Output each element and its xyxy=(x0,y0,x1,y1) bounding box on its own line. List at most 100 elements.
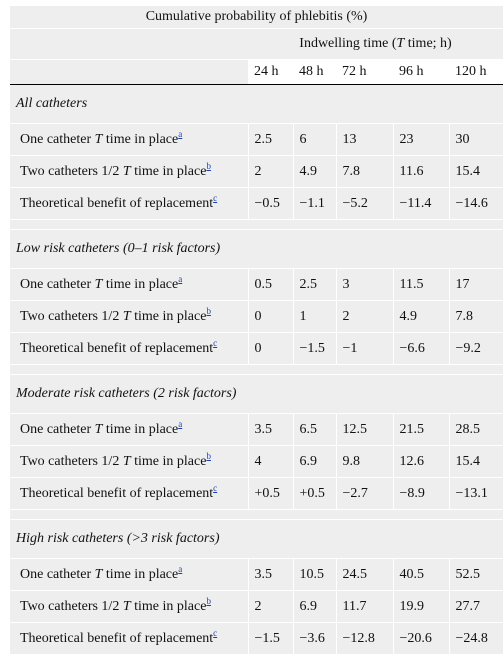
value-cell: 24.5 xyxy=(335,558,393,591)
value-cell: 23 xyxy=(392,123,449,156)
row-label: Theoretical benefit of replacementc xyxy=(10,332,248,365)
value-cell: 17 xyxy=(448,268,504,301)
value-cell: −5.2 xyxy=(335,187,393,220)
hour-header: 72 h xyxy=(336,59,393,85)
value-cell: 11.5 xyxy=(392,268,449,301)
value-cell: 2.5 xyxy=(292,268,336,301)
value-cell: 10.5 xyxy=(292,558,336,591)
footnote-link[interactable]: b xyxy=(206,305,211,316)
hour-header: 96 h xyxy=(393,59,449,85)
phlebitis-table: Cumulative probability of phlebitis (%) … xyxy=(10,6,504,655)
value-cell: 4 xyxy=(247,445,293,478)
hour-header: 120 h xyxy=(449,59,504,85)
value-cell: −24.8 xyxy=(448,622,504,655)
value-cell: 0 xyxy=(247,332,293,365)
indwelling-header-row: Indwelling time (T time; h) xyxy=(10,28,504,60)
footnote-link[interactable]: a xyxy=(178,563,183,574)
row-label: Two catheters 1/2 T time in placeb xyxy=(10,300,248,333)
row-label: Theoretical benefit of replacementc xyxy=(10,477,248,510)
footnote-link[interactable]: c xyxy=(213,337,218,348)
value-cell: −0.5 xyxy=(247,187,293,220)
benefit-row: Theoretical benefit of replacementc −1.5 −… xyxy=(10,622,504,655)
one-catheter-row: One catheter T time in placea 3.5 10.5 24.5… xyxy=(10,558,504,591)
two-catheters-row: Two catheters 1/2 T time in placeb 2 4.9 7.… xyxy=(10,155,504,188)
benefit-row: Theoretical benefit of replacementc 0 −1.5… xyxy=(10,332,504,365)
value-cell: 6.5 xyxy=(292,413,336,446)
indwelling-time-header: Indwelling time (T time; h) xyxy=(248,28,504,60)
value-cell: −13.1 xyxy=(448,477,504,510)
value-cell: +0.5 xyxy=(247,477,293,510)
footnote-link[interactable]: c xyxy=(213,482,218,493)
value-cell: 0.5 xyxy=(247,268,293,301)
section-heading-row: Moderate risk catheters (2 risk factors) xyxy=(10,374,504,414)
one-catheter-row: One catheter T time in placea 0.5 2.5 3 11.5… xyxy=(10,268,504,301)
section-heading: Low risk catheters (0–1 risk factors) xyxy=(10,229,504,269)
value-cell: 6.9 xyxy=(292,445,336,478)
row-label: One catheter T time in placea xyxy=(10,413,248,446)
value-cell: 40.5 xyxy=(392,558,449,591)
value-cell: 15.4 xyxy=(448,155,504,188)
value-cell: 21.5 xyxy=(392,413,449,446)
value-cell: −14.6 xyxy=(448,187,504,220)
section-heading: Moderate risk catheters (2 risk factors) xyxy=(10,374,504,414)
value-cell: 3 xyxy=(335,268,393,301)
footnote-link[interactable]: a xyxy=(178,418,183,429)
section-spacer xyxy=(10,509,504,520)
footnote-link[interactable]: c xyxy=(213,627,218,638)
footnote-link[interactable]: b xyxy=(206,160,211,171)
value-cell: 27.7 xyxy=(448,590,504,623)
benefit-row: Theoretical benefit of replacementc +0.5 +… xyxy=(10,477,504,510)
row-label: Two catheters 1/2 T time in placeb xyxy=(10,155,248,188)
value-cell: 11.7 xyxy=(335,590,393,623)
section-heading-row: High risk catheters (>3 risk factors) xyxy=(10,519,504,559)
value-cell: 6 xyxy=(292,123,336,156)
section-spacer xyxy=(10,364,504,375)
value-cell: 2.5 xyxy=(247,123,293,156)
table-title-row: Cumulative probability of phlebitis (%) xyxy=(10,6,504,29)
footnote-link[interactable]: a xyxy=(178,273,183,284)
row-label: Theoretical benefit of replacementc xyxy=(10,187,248,220)
footnote-link[interactable]: b xyxy=(206,450,211,461)
value-cell: 0 xyxy=(247,300,293,333)
benefit-row: Theoretical benefit of replacementc −0.5−… xyxy=(10,187,504,220)
value-cell: −1.5 xyxy=(247,622,293,655)
footnote-link[interactable]: b xyxy=(206,595,211,606)
value-cell: −8.9 xyxy=(392,477,449,510)
section-heading-row: All catheters xyxy=(10,84,504,124)
value-cell: 12.6 xyxy=(392,445,449,478)
value-cell: 2 xyxy=(247,590,293,623)
footnote-link[interactable]: a xyxy=(178,128,183,139)
two-catheters-row: Two catheters 1/2 T time in placeb 4 6.9 9.… xyxy=(10,445,504,478)
row-label: One catheter T time in placea xyxy=(10,123,248,156)
value-cell: 7.8 xyxy=(448,300,504,333)
section-spacer xyxy=(10,219,504,230)
value-cell: 1 xyxy=(292,300,336,333)
value-cell: −11.4 xyxy=(392,187,449,220)
value-cell: −12.8 xyxy=(335,622,393,655)
hour-header: 24 h xyxy=(248,59,293,85)
two-catheters-row: Two catheters 1/2 T time in placeb 2 6.9 11… xyxy=(10,590,504,623)
value-cell: 3.5 xyxy=(247,558,293,591)
value-cell: −1.1 xyxy=(292,187,336,220)
value-cell: 3.5 xyxy=(247,413,293,446)
section-heading-row: Low risk catheters (0–1 risk factors) xyxy=(10,229,504,269)
one-catheter-row: One catheter T time in placea 2.5 6 13 23 30 xyxy=(10,123,504,156)
row-label: Theoretical benefit of replacementc xyxy=(10,622,248,655)
value-cell: 2 xyxy=(247,155,293,188)
value-cell: +0.5 xyxy=(292,477,336,510)
value-cell: 7.8 xyxy=(335,155,393,188)
value-cell: 11.6 xyxy=(392,155,449,188)
value-cell: 12.5 xyxy=(335,413,393,446)
row-label: Two catheters 1/2 T time in placeb xyxy=(10,590,248,623)
value-cell: 4.9 xyxy=(392,300,449,333)
value-cell: 15.4 xyxy=(448,445,504,478)
footnote-link[interactable]: c xyxy=(213,192,218,203)
value-cell: 4.9 xyxy=(292,155,336,188)
two-catheters-row: Two catheters 1/2 T time in placeb 0 1 2 4.9… xyxy=(10,300,504,333)
value-cell: −9.2 xyxy=(448,332,504,365)
row-label: One catheter T time in placea xyxy=(10,268,248,301)
section-heading: High risk catheters (>3 risk factors) xyxy=(10,519,504,559)
one-catheter-row: One catheter T time in placea 3.5 6.5 12.5 2… xyxy=(10,413,504,446)
value-cell: −6.6 xyxy=(392,332,449,365)
value-cell: 30 xyxy=(448,123,504,156)
